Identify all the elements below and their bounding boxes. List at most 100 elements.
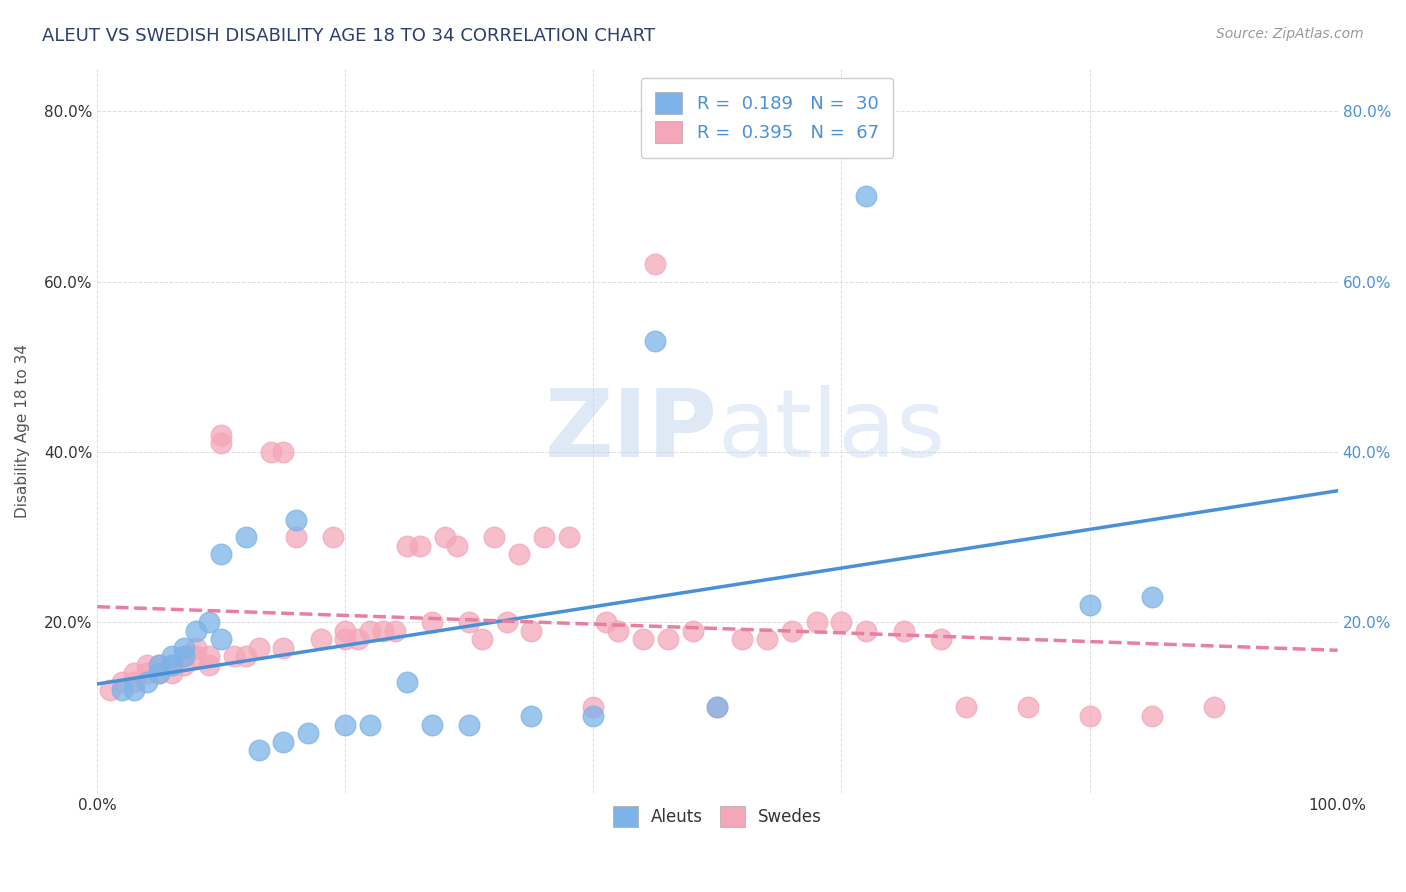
Point bbox=[420, 717, 443, 731]
Point bbox=[893, 624, 915, 638]
Point bbox=[433, 530, 456, 544]
Point bbox=[235, 649, 257, 664]
Point bbox=[198, 649, 221, 664]
Point bbox=[830, 615, 852, 630]
Point bbox=[471, 632, 494, 647]
Text: ZIP: ZIP bbox=[544, 384, 717, 476]
Point bbox=[409, 539, 432, 553]
Point bbox=[855, 624, 877, 638]
Text: Source: ZipAtlas.com: Source: ZipAtlas.com bbox=[1216, 27, 1364, 41]
Point bbox=[359, 717, 381, 731]
Legend: Aleuts, Swedes: Aleuts, Swedes bbox=[605, 798, 831, 835]
Point bbox=[582, 709, 605, 723]
Point bbox=[124, 666, 146, 681]
Point bbox=[359, 624, 381, 638]
Point bbox=[929, 632, 952, 647]
Point bbox=[644, 334, 666, 348]
Point bbox=[731, 632, 754, 647]
Point bbox=[1140, 709, 1163, 723]
Point bbox=[247, 640, 270, 655]
Point bbox=[309, 632, 332, 647]
Point bbox=[271, 445, 294, 459]
Point bbox=[1140, 590, 1163, 604]
Point bbox=[160, 649, 183, 664]
Point bbox=[160, 666, 183, 681]
Point bbox=[209, 436, 232, 450]
Point bbox=[458, 717, 481, 731]
Point bbox=[806, 615, 828, 630]
Point bbox=[346, 632, 368, 647]
Point bbox=[657, 632, 679, 647]
Point bbox=[955, 700, 977, 714]
Point bbox=[682, 624, 704, 638]
Point bbox=[420, 615, 443, 630]
Point bbox=[186, 624, 208, 638]
Point bbox=[508, 547, 530, 561]
Point bbox=[198, 657, 221, 672]
Point bbox=[124, 683, 146, 698]
Point bbox=[186, 640, 208, 655]
Point bbox=[148, 666, 170, 681]
Y-axis label: Disability Age 18 to 34: Disability Age 18 to 34 bbox=[15, 343, 30, 517]
Text: atlas: atlas bbox=[717, 384, 946, 476]
Point bbox=[135, 674, 157, 689]
Point bbox=[335, 624, 357, 638]
Point bbox=[706, 700, 728, 714]
Point bbox=[271, 640, 294, 655]
Point bbox=[148, 657, 170, 672]
Point bbox=[520, 709, 543, 723]
Point bbox=[297, 726, 319, 740]
Point bbox=[1202, 700, 1225, 714]
Text: ALEUT VS SWEDISH DISABILITY AGE 18 TO 34 CORRELATION CHART: ALEUT VS SWEDISH DISABILITY AGE 18 TO 34… bbox=[42, 27, 655, 45]
Point bbox=[595, 615, 617, 630]
Point bbox=[148, 657, 170, 672]
Point bbox=[173, 649, 195, 664]
Point bbox=[520, 624, 543, 638]
Point bbox=[756, 632, 779, 647]
Point bbox=[322, 530, 344, 544]
Point bbox=[135, 666, 157, 681]
Point bbox=[98, 683, 121, 698]
Point bbox=[209, 632, 232, 647]
Point bbox=[160, 657, 183, 672]
Point bbox=[209, 547, 232, 561]
Point bbox=[1017, 700, 1039, 714]
Point bbox=[396, 674, 419, 689]
Point bbox=[173, 649, 195, 664]
Point bbox=[384, 624, 406, 638]
Point bbox=[222, 649, 245, 664]
Point bbox=[644, 257, 666, 271]
Point bbox=[557, 530, 579, 544]
Point bbox=[533, 530, 555, 544]
Point bbox=[482, 530, 505, 544]
Point bbox=[160, 657, 183, 672]
Point bbox=[335, 632, 357, 647]
Point bbox=[186, 649, 208, 664]
Point bbox=[458, 615, 481, 630]
Point bbox=[247, 743, 270, 757]
Point bbox=[235, 530, 257, 544]
Point bbox=[173, 640, 195, 655]
Point bbox=[135, 657, 157, 672]
Point bbox=[495, 615, 517, 630]
Point bbox=[111, 683, 134, 698]
Point bbox=[209, 427, 232, 442]
Point bbox=[148, 666, 170, 681]
Point bbox=[1078, 709, 1101, 723]
Point bbox=[111, 674, 134, 689]
Point bbox=[371, 624, 394, 638]
Point bbox=[124, 674, 146, 689]
Point bbox=[631, 632, 654, 647]
Point bbox=[173, 657, 195, 672]
Point bbox=[446, 539, 468, 553]
Point bbox=[271, 734, 294, 748]
Point bbox=[396, 539, 419, 553]
Point bbox=[780, 624, 803, 638]
Point bbox=[582, 700, 605, 714]
Point bbox=[284, 530, 307, 544]
Point bbox=[284, 513, 307, 527]
Point bbox=[855, 189, 877, 203]
Point bbox=[335, 717, 357, 731]
Point bbox=[607, 624, 630, 638]
Point bbox=[706, 700, 728, 714]
